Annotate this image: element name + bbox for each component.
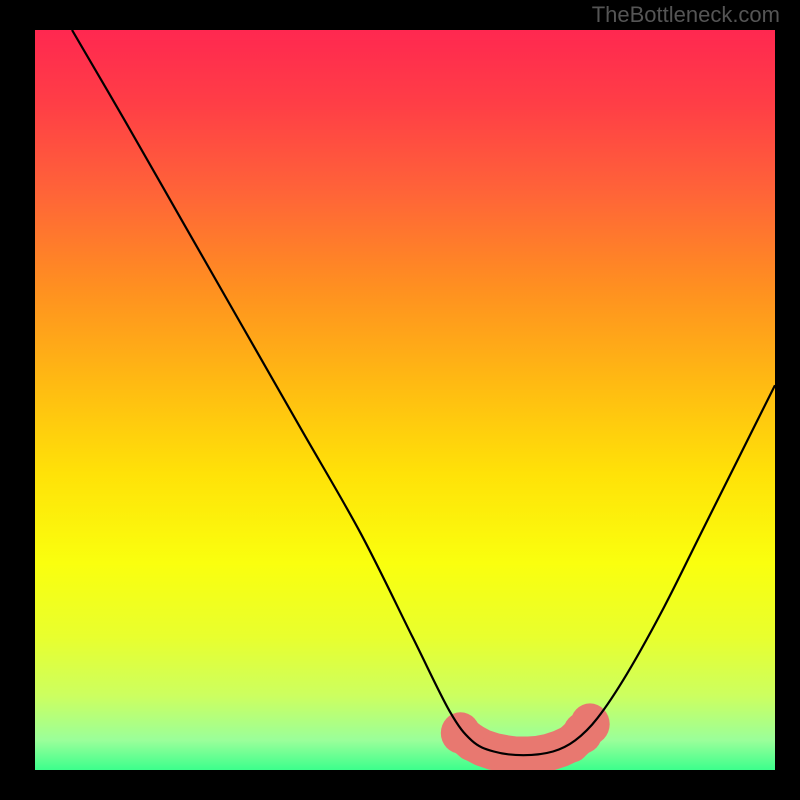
- watermark-text: TheBottleneck.com: [592, 2, 780, 28]
- gradient-background: [35, 30, 775, 770]
- chart-svg: [35, 30, 775, 770]
- bottleneck-chart: [35, 30, 775, 770]
